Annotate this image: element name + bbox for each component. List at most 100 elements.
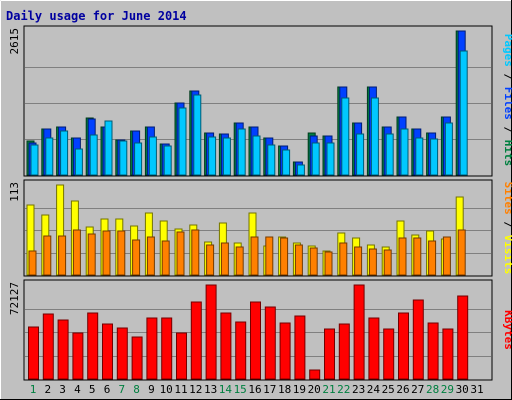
bar-pages-day-1 <box>30 144 39 176</box>
bar-kbytes-day-29 <box>442 328 454 380</box>
bar-pages-day-14 <box>222 137 231 176</box>
bar-kbytes-day-22 <box>338 323 350 380</box>
bar-sites-day-30 <box>457 229 466 276</box>
bar-kbytes-day-23 <box>353 284 365 380</box>
bar-kbytes-day-8 <box>131 336 143 380</box>
bar-pages-day-22 <box>341 97 350 176</box>
bar-pages-day-30 <box>459 50 468 176</box>
x-tick-label: 28 <box>426 383 439 396</box>
bar-pages-day-7 <box>119 140 128 176</box>
x-tick-label: 2 <box>44 383 51 396</box>
x-tick-label: 1 <box>30 383 37 396</box>
bar-pages-day-28 <box>430 138 439 176</box>
x-tick-label: 5 <box>89 383 96 396</box>
bar-sites-day-10 <box>161 240 170 276</box>
bar-kbytes-day-30 <box>457 295 469 380</box>
x-tick-label: 16 <box>248 383 261 396</box>
x-tick-label: 8 <box>133 383 140 396</box>
bar-sites-day-25 <box>383 249 392 276</box>
x-tick-label: 27 <box>411 383 424 396</box>
bar-sites-day-16 <box>250 236 259 276</box>
bar-kbytes-day-11 <box>176 332 187 380</box>
bar-pages-day-5 <box>89 134 98 176</box>
x-tick-label: 23 <box>352 383 365 396</box>
bar-pages-day-18 <box>282 149 291 176</box>
bar-pages-day-11 <box>178 107 187 176</box>
bar-pages-day-9 <box>148 136 157 176</box>
bar-pages-day-15 <box>237 128 246 176</box>
bar-kbytes-day-4 <box>72 332 84 380</box>
bar-kbytes-day-6 <box>102 323 113 380</box>
axis-label-part: / <box>502 215 512 235</box>
bars-group <box>28 284 469 380</box>
x-tick-label: 20 <box>308 383 321 396</box>
x-tick-label: 3 <box>59 383 66 396</box>
x-tick-label: 21 <box>322 383 335 396</box>
pages-files-hits-panel: 2615 Pages / Files / Hits <box>8 25 512 177</box>
bar-sites-day-2 <box>43 235 52 276</box>
bar-kbytes-day-7 <box>116 327 128 380</box>
bar-pages-day-24 <box>370 97 379 176</box>
bar-sites-day-21 <box>324 251 333 276</box>
bar-sites-day-11 <box>176 231 185 276</box>
bar-kbytes-day-3 <box>57 319 69 380</box>
x-axis-day-labels: 1 2 3 4 5 6 7 8 9 10 11 12 13 14 15 16 17 18 19 20 21 22 23 24 2… <box>30 383 484 396</box>
x-tick-label: 13 <box>204 383 217 396</box>
x-tick-label: 9 <box>148 383 155 396</box>
bar-sites-day-26 <box>398 237 407 276</box>
bar-sites-day-15 <box>235 246 244 276</box>
bar-sites-day-6 <box>102 230 111 276</box>
bar-pages-day-17 <box>267 144 276 176</box>
bar-sites-day-24 <box>368 248 377 276</box>
panel-max-label: 72127 <box>8 282 21 315</box>
panel-max-label: 113 <box>8 182 21 202</box>
bar-pages-day-10 <box>163 145 172 176</box>
bar-sites-day-3 <box>58 235 67 276</box>
x-tick-label: 10 <box>160 383 173 396</box>
bar-kbytes-day-1 <box>28 326 39 380</box>
bar-pages-day-25 <box>385 133 394 176</box>
panel-axis-label: Pages / Files / Hits <box>502 34 512 167</box>
bar-pages-day-16 <box>252 135 261 176</box>
bar-kbytes-day-14 <box>220 312 232 380</box>
x-tick-label: 22 <box>337 383 350 396</box>
x-tick-label: 14 <box>219 383 233 396</box>
x-tick-label: 30 <box>456 383 469 396</box>
x-tick-label: 17 <box>263 383 276 396</box>
x-tick-label: 12 <box>189 383 202 396</box>
axis-label-part: Hits <box>502 140 512 167</box>
x-tick-label: 7 <box>118 383 125 396</box>
bar-sites-day-5 <box>87 233 96 276</box>
bar-kbytes-day-25 <box>383 328 395 380</box>
panel-axis-label: KBytes <box>502 310 512 350</box>
bar-kbytes-day-5 <box>87 312 99 380</box>
bar-pages-day-27 <box>415 137 424 176</box>
bar-sites-day-27 <box>413 237 422 276</box>
chart-title: Daily usage for June 2014 <box>6 9 187 23</box>
bar-pages-day-6 <box>104 120 113 176</box>
bar-kbytes-day-16 <box>250 301 261 380</box>
panel-max-label: 2615 <box>8 28 21 55</box>
bar-kbytes-day-28 <box>427 322 439 380</box>
x-tick-label: 25 <box>382 383 395 396</box>
x-tick-label: 4 <box>74 383 81 396</box>
x-tick-label: 11 <box>174 383 187 396</box>
x-tick-label: 15 <box>234 383 247 396</box>
bar-kbytes-day-21 <box>324 328 335 380</box>
bar-sites-day-1 <box>28 250 37 276</box>
bars-group <box>26 184 466 276</box>
panel-axis-label: Sites / Visits <box>502 182 512 275</box>
bar-sites-day-4 <box>72 229 81 276</box>
bar-pages-day-13 <box>208 136 217 176</box>
bar-sites-day-14 <box>220 242 229 276</box>
bar-sites-day-12 <box>191 229 200 276</box>
kbytes-panel: 72127 KBytes <box>8 279 512 381</box>
bar-pages-day-4 <box>74 148 83 176</box>
bar-sites-day-28 <box>428 240 437 276</box>
bar-sites-day-19 <box>294 244 303 276</box>
bar-kbytes-day-9 <box>146 317 158 380</box>
bar-pages-day-23 <box>356 133 365 176</box>
bars-group <box>26 30 468 176</box>
bar-pages-day-8 <box>134 142 143 176</box>
